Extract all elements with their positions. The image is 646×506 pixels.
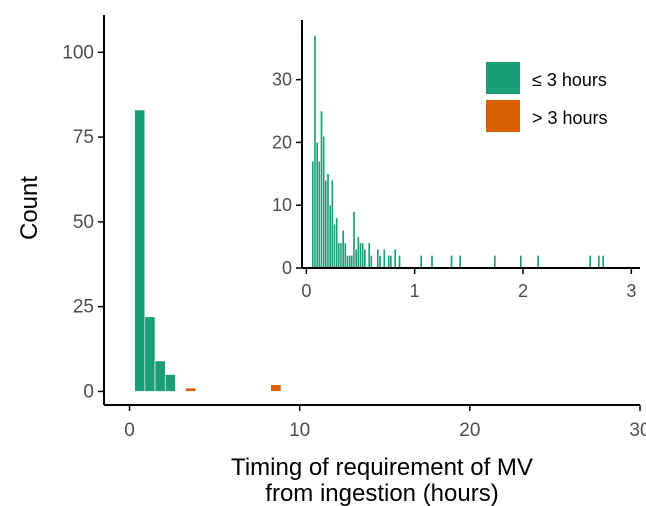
inset-x-tick-label: 0 bbox=[301, 281, 311, 301]
inset-bar bbox=[419, 255, 423, 269]
x-axis-title-line2: from ingestion (hours) bbox=[265, 480, 498, 506]
inset-bar bbox=[389, 255, 393, 269]
inset-histogram: 0 10 20 30 0 1 2 3 bbox=[272, 15, 642, 305]
inset-bar bbox=[324, 179, 328, 269]
inset-bar bbox=[344, 242, 347, 269]
inset-bar bbox=[346, 255, 349, 269]
inset-bar bbox=[348, 255, 352, 269]
inset-x-tick-label: 3 bbox=[626, 281, 636, 301]
main-y-ticks: 0 25 50 75 100 bbox=[62, 42, 104, 402]
inset-bar bbox=[331, 179, 334, 269]
inset-y-ticks: 0 10 20 30 bbox=[272, 70, 302, 278]
inset-bar bbox=[376, 248, 380, 269]
main-y-tick-label: 75 bbox=[73, 127, 94, 148]
inset-bar bbox=[352, 211, 356, 269]
inset-bar bbox=[458, 255, 462, 269]
inset-y-tick-label: 0 bbox=[282, 258, 292, 278]
inset-bar bbox=[363, 248, 367, 269]
inset-bar bbox=[450, 255, 453, 269]
legend-key-le3 bbox=[486, 62, 520, 94]
inset-bar bbox=[339, 242, 343, 269]
main-bars bbox=[134, 109, 282, 392]
inset-bar bbox=[519, 255, 523, 269]
main-x-tick-label: 10 bbox=[289, 420, 310, 441]
inset-y-tick-label: 30 bbox=[272, 70, 292, 90]
main-x-tick-label: 30 bbox=[629, 420, 646, 441]
main-bar-le3-1 bbox=[144, 316, 156, 392]
main-bar-gt3-1 bbox=[270, 384, 282, 392]
legend-key-gt3 bbox=[486, 100, 520, 132]
main-x-tick-label: 20 bbox=[459, 420, 480, 441]
main-y-tick-label: 25 bbox=[73, 297, 94, 318]
legend-label-gt3: > 3 hours bbox=[532, 108, 608, 128]
main-y-tick-label: 100 bbox=[62, 42, 94, 63]
inset-bar bbox=[378, 255, 382, 269]
main-y-tick-label: 50 bbox=[73, 212, 94, 233]
inset-y-tick-label: 10 bbox=[272, 195, 292, 215]
inset-bar bbox=[335, 217, 339, 269]
inset-bar bbox=[328, 204, 332, 269]
inset-bar bbox=[588, 255, 592, 269]
main-bar-le3-0 bbox=[134, 109, 146, 392]
inset-bar bbox=[383, 248, 386, 269]
inset-bar bbox=[367, 242, 371, 269]
inset-bar bbox=[313, 35, 317, 269]
inset-bar bbox=[322, 135, 326, 269]
main-x-tick-label: 0 bbox=[124, 420, 135, 441]
inset-bar bbox=[370, 255, 373, 269]
inset-bar bbox=[326, 173, 330, 269]
main-bar-le3-2 bbox=[154, 360, 166, 392]
inset-bar bbox=[357, 236, 360, 269]
inset-bar bbox=[393, 248, 397, 269]
inset-bar bbox=[354, 248, 358, 269]
inset-bar bbox=[493, 255, 497, 269]
inset-bar bbox=[430, 255, 434, 269]
inset-y-tick-label: 20 bbox=[272, 132, 292, 152]
inset-bar bbox=[337, 242, 341, 269]
inset-bar bbox=[597, 255, 601, 269]
inset-bar bbox=[361, 242, 365, 269]
main-bar-le3-3 bbox=[164, 374, 176, 392]
main-y-tick-label: 0 bbox=[83, 381, 94, 402]
x-axis-title-line1: Timing of requirement of MV bbox=[231, 454, 533, 481]
y-axis-title: Count bbox=[16, 176, 43, 240]
inset-bar bbox=[601, 255, 605, 269]
legend-label-le3: ≤ 3 hours bbox=[532, 70, 607, 90]
inset-x-tick-label: 2 bbox=[518, 281, 528, 301]
inset-bar bbox=[387, 255, 391, 269]
inset-bar bbox=[320, 110, 323, 269]
inset-bar bbox=[398, 255, 401, 269]
legend: ≤ 3 hours > 3 hours bbox=[486, 62, 608, 132]
main-bar-gt3-0 bbox=[185, 387, 197, 392]
inset-bar bbox=[311, 161, 315, 269]
inset-x-tick-label: 1 bbox=[410, 281, 420, 301]
main-x-ticks: 0 10 20 30 bbox=[124, 405, 646, 441]
inset-bar bbox=[350, 255, 354, 269]
inset-bar bbox=[315, 142, 319, 269]
inset-bar bbox=[359, 242, 362, 269]
inset-bar bbox=[333, 223, 336, 269]
inset-bar bbox=[341, 230, 345, 269]
inset-bar bbox=[318, 161, 321, 269]
inset-bar bbox=[536, 255, 540, 269]
